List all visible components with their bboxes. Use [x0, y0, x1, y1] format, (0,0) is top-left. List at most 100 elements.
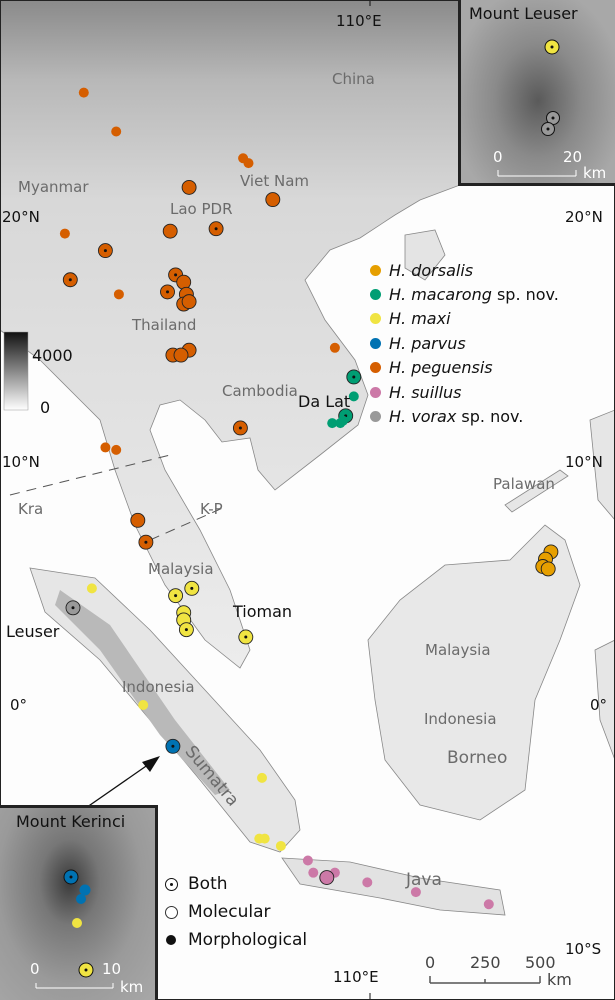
label-thailand: Thailand — [132, 316, 197, 334]
label-lao: Lao PDR — [170, 200, 233, 218]
label-malaysia-peninsula: Malaysia — [148, 560, 214, 578]
inset-mount-leuser: Mount Leuser 0 20 km — [458, 0, 615, 186]
record-point-peguensis — [181, 294, 197, 310]
lon-label-top: 110°E — [336, 12, 382, 30]
record-point-suillus — [302, 855, 313, 866]
record-point-parvus — [76, 894, 86, 904]
both-marker-dot — [71, 606, 75, 610]
record-points — [59, 87, 559, 910]
lat-label-10n-left: 10°N — [2, 453, 40, 471]
legend-suffix: sp. nov. — [456, 407, 524, 427]
lat-label-20n-right: 20°N — [565, 208, 603, 226]
record-point-peguensis — [100, 442, 111, 453]
record-point-suillus — [308, 867, 319, 878]
record-point-maxi — [259, 833, 270, 844]
legend-genus: H. — [389, 260, 407, 280]
record-point-peguensis — [176, 274, 192, 290]
molecular-symbol-icon — [165, 905, 178, 919]
record-point-peguensis — [59, 228, 70, 239]
scale-tick-500: 500 — [525, 953, 556, 972]
label-palawan: Palawan — [493, 475, 555, 493]
record-point-maxi — [257, 772, 267, 783]
hainan-island — [404, 229, 446, 281]
legend-swatch — [370, 337, 381, 349]
legend-genus: H. — [389, 358, 407, 378]
legend-genus: H. — [389, 285, 407, 305]
lat-label-10s-right: 10°S — [565, 940, 602, 958]
label-borneo: Borneo — [447, 748, 508, 768]
java-island — [281, 857, 506, 916]
record-point-peguensis — [130, 512, 146, 528]
record-point-suillus — [319, 870, 335, 885]
inset-title: Mount Kerinci — [16, 812, 126, 831]
inset-kerinci-points — [35, 869, 114, 989]
label-myanmar: Myanmar — [18, 178, 89, 196]
scale-tick-250: 250 — [470, 953, 501, 972]
record-point-macarong — [335, 418, 346, 429]
legend-item: H. peguensis — [370, 356, 559, 380]
legend-epithet: maxi — [411, 309, 451, 329]
arrow-head — [142, 756, 160, 772]
scale-tick-0: 0 — [425, 953, 436, 972]
legend-item: H. dorsalis — [370, 258, 559, 282]
both-marker-dot — [174, 594, 178, 598]
legend-epithet: suillus — [411, 382, 462, 402]
lat-label-20n-left: 20°N — [2, 208, 40, 226]
sulawesi-fragment — [594, 639, 615, 761]
legend-epithet: dorsalis — [411, 260, 474, 280]
morphological-symbol-icon — [166, 935, 176, 945]
both-marker-dot — [166, 290, 169, 294]
both-marker-dot — [144, 540, 148, 544]
kp-line — [149, 506, 226, 541]
lat-label-0-right: 0° — [590, 696, 608, 714]
label-cambodia: Cambodia — [222, 382, 298, 400]
inset-scale-unit: km — [120, 978, 144, 996]
record-point-maxi — [72, 918, 82, 928]
legend-genus: H. — [389, 407, 407, 427]
legend-item: H. suillus — [370, 380, 559, 404]
inset-title: Mount Leuser — [469, 4, 578, 23]
elevation-max-label: 4000 — [32, 346, 73, 365]
both-marker-dot — [238, 426, 242, 430]
record-type-legend: Both Molecular Morphological — [165, 870, 307, 954]
palawan-island — [504, 469, 569, 513]
label-china: China — [332, 70, 375, 88]
record-point-maxi — [138, 700, 149, 710]
philippines-fragment — [589, 409, 615, 521]
label-kra: Kra — [18, 500, 44, 518]
both-marker-dot — [68, 278, 72, 282]
legend-swatch — [370, 289, 381, 301]
legend-suffix: sp. nov. — [491, 285, 559, 305]
lat-label-10n-right: 10°N — [565, 453, 603, 471]
inset-mount-kerinci: Mount Kerinci 0 10 km — [0, 805, 158, 1000]
record-point-peguensis — [111, 126, 122, 137]
legend-epithet: vorax — [411, 407, 457, 427]
legend-item-both: Both — [165, 870, 307, 898]
legend-swatch — [370, 411, 381, 423]
record-point-peguensis — [173, 347, 189, 363]
record-point-parvus — [79, 884, 91, 896]
species-legend: H. dorsalis H. macarong sp. nov. H. maxi… — [370, 258, 559, 429]
kra-isthmus-line — [9, 454, 171, 496]
record-point-peguensis — [329, 342, 340, 353]
both-marker-dot — [184, 628, 188, 632]
record-point-peguensis — [162, 223, 178, 239]
label-tioman: Tioman — [233, 602, 293, 621]
scale-unit: km — [547, 970, 572, 989]
legend-genus: H. — [389, 309, 407, 329]
mainland-asia — [0, 0, 461, 669]
legend-epithet: peguensis — [411, 358, 493, 378]
sumatra-highlands — [55, 590, 230, 795]
legend-swatch — [370, 313, 381, 325]
legend-swatch — [370, 386, 381, 398]
record-point-maxi — [275, 840, 286, 851]
legend-item-molecular: Molecular — [165, 898, 307, 926]
record-point-peguensis — [181, 179, 197, 195]
both-marker-dot — [244, 635, 248, 639]
legend-item: H. parvus — [370, 331, 559, 355]
label-indonesia-west: Indonesia — [122, 678, 195, 696]
record-point-suillus — [410, 887, 421, 898]
legend-genus: H. — [389, 382, 407, 402]
